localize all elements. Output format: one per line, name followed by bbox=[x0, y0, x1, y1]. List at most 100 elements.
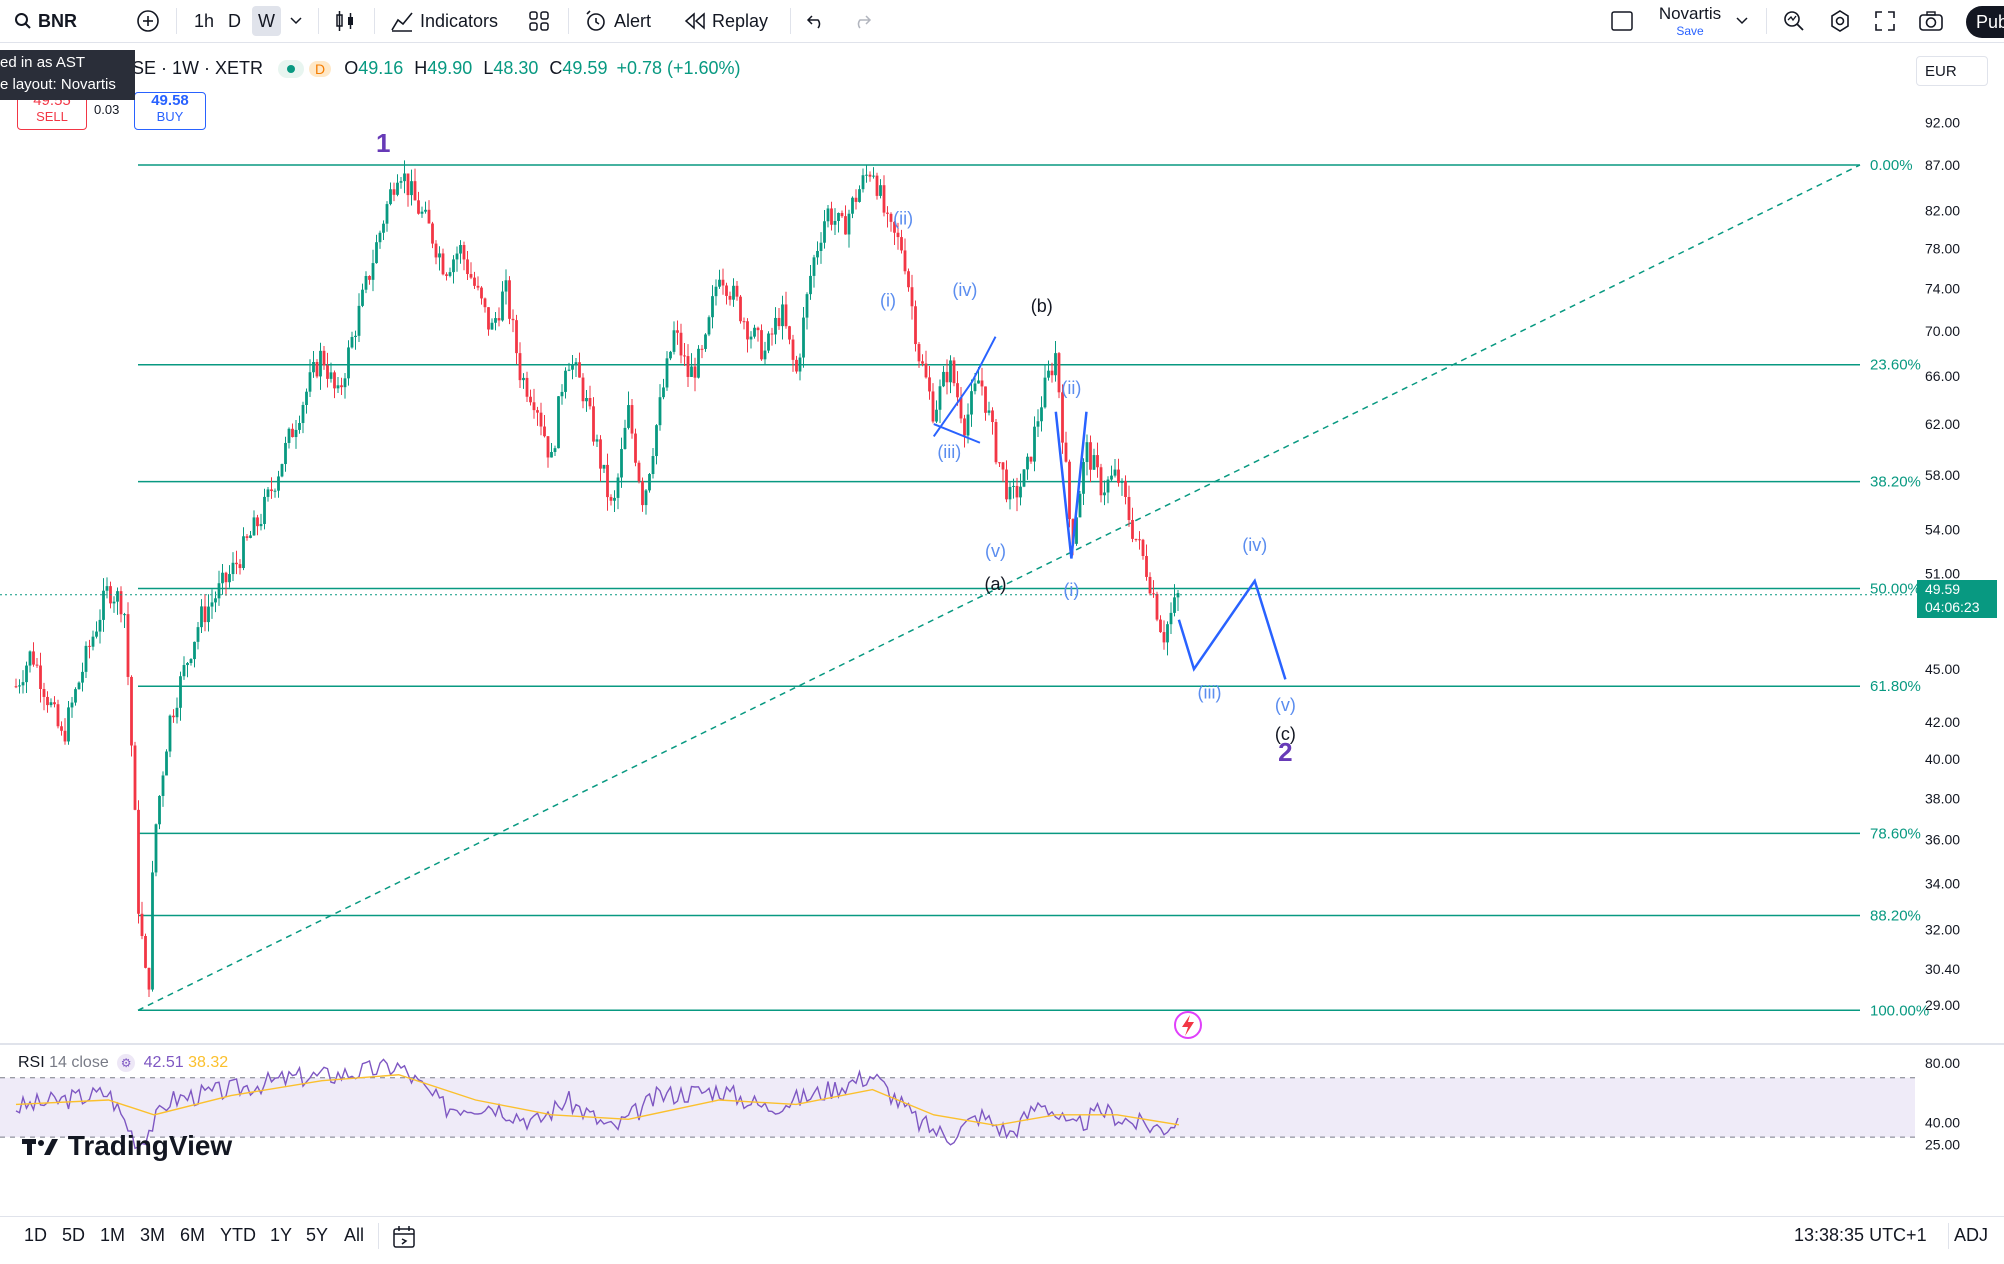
adjustment-toggle[interactable]: ADJ bbox=[1954, 1225, 1989, 1245]
candle-body bbox=[1047, 370, 1050, 378]
candle-body bbox=[1106, 479, 1110, 493]
goto-date-button[interactable] bbox=[392, 1225, 418, 1254]
range-ytd[interactable]: YTD bbox=[220, 1225, 256, 1245]
candle-body bbox=[385, 204, 389, 224]
candle-body bbox=[543, 426, 546, 437]
candle-body bbox=[830, 208, 833, 225]
candle-body bbox=[1176, 593, 1180, 598]
candle-body bbox=[490, 322, 494, 330]
candle-body bbox=[81, 671, 84, 683]
candle-body bbox=[123, 614, 126, 616]
compare-button[interactable] bbox=[136, 6, 166, 36]
candle-body bbox=[823, 221, 826, 243]
candle-body bbox=[1145, 555, 1148, 577]
candle-body bbox=[774, 317, 777, 335]
bar-countdown: 04:06:23 bbox=[1925, 599, 1980, 615]
candle-body bbox=[900, 237, 903, 251]
high-value: 49.90 bbox=[427, 58, 473, 78]
candle-body bbox=[732, 285, 735, 300]
legend-delay-badge[interactable]: D bbox=[309, 61, 332, 78]
candle-body bbox=[571, 364, 574, 370]
candle-body bbox=[1113, 469, 1117, 476]
candle-body bbox=[112, 601, 116, 604]
price-tick-label: 87.00 bbox=[1925, 157, 1960, 173]
candle-body bbox=[1120, 480, 1124, 483]
candle-body bbox=[956, 383, 959, 398]
candle-body bbox=[581, 377, 585, 402]
settings-button[interactable] bbox=[1828, 6, 1858, 36]
quick-search-button[interactable] bbox=[1782, 6, 1812, 36]
publish-button[interactable]: Pub bbox=[1966, 6, 2004, 38]
price-tick-label: 82.00 bbox=[1925, 202, 1960, 218]
undo-button[interactable] bbox=[806, 6, 832, 36]
replay-button[interactable]: Replay bbox=[684, 6, 768, 36]
candle-body bbox=[1082, 462, 1085, 494]
indicators-button[interactable]: Indicators bbox=[390, 6, 498, 36]
candle-body bbox=[95, 631, 98, 637]
candle-body bbox=[84, 645, 88, 672]
candle-body bbox=[1061, 392, 1064, 443]
range-6m[interactable]: 6M bbox=[180, 1225, 206, 1245]
layout-name-button[interactable]: Novartis Save bbox=[1650, 4, 1730, 38]
layouts-button[interactable] bbox=[528, 6, 556, 36]
candle-body bbox=[168, 715, 172, 752]
candle-body bbox=[1124, 480, 1127, 497]
chart-type-button[interactable] bbox=[334, 6, 362, 36]
symbol-search[interactable]: BNR bbox=[14, 6, 77, 36]
alert-button[interactable]: Alert bbox=[584, 6, 651, 36]
wave-label: (ii) bbox=[1061, 378, 1081, 398]
candle-body bbox=[746, 321, 749, 340]
buy-button[interactable]: 49.58 BUY bbox=[134, 92, 206, 130]
price-tick-label: 70.00 bbox=[1925, 323, 1960, 339]
candle-body bbox=[714, 286, 718, 297]
price-tick-label: 40.00 bbox=[1925, 751, 1960, 767]
range-1m[interactable]: 1M bbox=[100, 1225, 126, 1245]
fullscreen-button[interactable] bbox=[1874, 6, 1902, 36]
candle-body bbox=[802, 317, 805, 358]
candle-body bbox=[1078, 493, 1082, 518]
fib-level-label: 100.00% bbox=[1870, 1002, 1929, 1019]
interval-dropdown[interactable] bbox=[290, 6, 308, 36]
candle-body bbox=[315, 362, 319, 377]
candle-body bbox=[74, 689, 77, 703]
candle-body bbox=[924, 363, 928, 378]
interval-d[interactable]: D bbox=[228, 6, 241, 36]
rsi-tick-label: 80.00 bbox=[1925, 1055, 1960, 1071]
range-5d[interactable]: 5D bbox=[62, 1225, 86, 1245]
rsi-settings-icon[interactable]: ⚙ bbox=[117, 1054, 136, 1072]
candle-body bbox=[952, 360, 956, 384]
candle-body bbox=[763, 350, 767, 360]
candle-body bbox=[753, 327, 756, 337]
candle-body bbox=[1012, 485, 1015, 487]
candle-body bbox=[161, 775, 165, 796]
price-tick-label: 54.00 bbox=[1925, 522, 1960, 538]
snapshot-button[interactable] bbox=[1918, 6, 1950, 36]
candle-body bbox=[28, 651, 32, 666]
layout-checkbox[interactable] bbox=[1610, 6, 1640, 36]
candle-body bbox=[396, 182, 399, 195]
range-1d[interactable]: 1D bbox=[24, 1225, 48, 1245]
currency-selector[interactable]: EUR bbox=[1916, 56, 1988, 86]
candle-body bbox=[921, 361, 924, 364]
clock[interactable]: 13:38:35 UTC+1 bbox=[1794, 1225, 1927, 1245]
candle-body bbox=[252, 517, 256, 536]
redo-button[interactable] bbox=[852, 6, 878, 36]
candle-body bbox=[553, 448, 557, 452]
price-chart[interactable]: 0.00% 23.60% 38.20% 50.00% 61.80% 78.60% 88.20… bbox=[0, 46, 2004, 1166]
candle-body bbox=[424, 209, 427, 212]
candle-body bbox=[35, 664, 39, 666]
candle-body bbox=[305, 391, 308, 405]
range-1y[interactable]: 1Y bbox=[270, 1225, 293, 1245]
range-all[interactable]: All bbox=[344, 1225, 365, 1245]
interval-w[interactable]: W bbox=[252, 6, 281, 36]
legend-status-dot bbox=[278, 60, 305, 79]
magnifier-icon bbox=[1784, 11, 1804, 31]
range-3m[interactable]: 3M bbox=[140, 1225, 166, 1245]
candles-group bbox=[14, 160, 1180, 997]
layout-dropdown[interactable] bbox=[1736, 6, 1754, 36]
range-5y[interactable]: 5Y bbox=[306, 1225, 329, 1245]
interval-1h[interactable]: 1h bbox=[194, 6, 214, 36]
gear-icon bbox=[1831, 10, 1849, 32]
candle-body bbox=[448, 272, 452, 276]
candle-body bbox=[767, 333, 770, 351]
